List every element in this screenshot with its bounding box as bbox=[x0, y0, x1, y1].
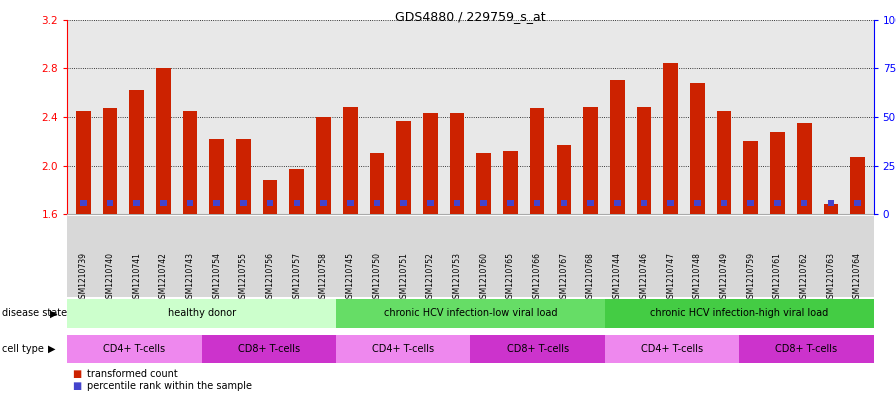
Text: CD4+ T-cells: CD4+ T-cells bbox=[641, 344, 703, 354]
Bar bbox=[605, 299, 874, 328]
Bar bbox=[610, 81, 625, 214]
Bar bbox=[129, 90, 144, 214]
Bar bbox=[797, 123, 812, 214]
Text: ▶: ▶ bbox=[48, 344, 56, 354]
Bar bbox=[67, 335, 202, 363]
Bar bbox=[156, 68, 170, 214]
Bar bbox=[134, 200, 140, 206]
Bar bbox=[747, 200, 754, 206]
Bar bbox=[67, 299, 336, 328]
Bar bbox=[183, 111, 197, 214]
Bar bbox=[263, 180, 278, 214]
Text: chronic HCV infection-low viral load: chronic HCV infection-low viral load bbox=[383, 309, 557, 318]
Bar bbox=[668, 200, 674, 206]
Bar bbox=[587, 200, 594, 206]
Bar bbox=[534, 200, 540, 206]
Bar bbox=[294, 200, 300, 206]
Bar bbox=[850, 157, 865, 214]
Bar bbox=[694, 200, 701, 206]
Bar bbox=[347, 200, 354, 206]
Text: CD4+ T-cells: CD4+ T-cells bbox=[372, 344, 435, 354]
Bar bbox=[663, 63, 678, 214]
Text: GDS4880 / 229759_s_at: GDS4880 / 229759_s_at bbox=[395, 10, 546, 23]
Bar bbox=[690, 83, 705, 214]
Bar bbox=[480, 200, 487, 206]
Text: ■: ■ bbox=[72, 369, 81, 379]
Bar bbox=[556, 145, 572, 214]
Bar bbox=[641, 200, 647, 206]
Text: chronic HCV infection-high viral load: chronic HCV infection-high viral load bbox=[650, 309, 828, 318]
Bar bbox=[739, 335, 874, 363]
Bar bbox=[316, 117, 331, 214]
Bar bbox=[320, 200, 327, 206]
Bar bbox=[102, 108, 117, 214]
Bar bbox=[507, 200, 513, 206]
Bar bbox=[186, 200, 194, 206]
Text: transformed count: transformed count bbox=[87, 369, 177, 379]
Bar bbox=[401, 200, 407, 206]
Text: CD4+ T-cells: CD4+ T-cells bbox=[103, 344, 166, 354]
Bar bbox=[236, 139, 251, 214]
Bar bbox=[605, 335, 739, 363]
Bar bbox=[453, 200, 461, 206]
Bar bbox=[828, 200, 834, 206]
Bar bbox=[720, 200, 728, 206]
Bar bbox=[202, 335, 336, 363]
Bar bbox=[336, 299, 605, 328]
Bar bbox=[80, 200, 87, 206]
Bar bbox=[561, 200, 567, 206]
Text: CD8+ T-cells: CD8+ T-cells bbox=[506, 344, 569, 354]
Bar bbox=[470, 335, 605, 363]
Bar bbox=[801, 200, 807, 206]
Bar bbox=[210, 139, 224, 214]
Bar bbox=[240, 200, 246, 206]
Bar bbox=[160, 200, 167, 206]
Text: disease state: disease state bbox=[2, 309, 67, 318]
Bar bbox=[423, 113, 437, 214]
Bar bbox=[76, 111, 90, 214]
Text: CD8+ T-cells: CD8+ T-cells bbox=[237, 344, 300, 354]
Text: percentile rank within the sample: percentile rank within the sample bbox=[87, 381, 252, 391]
Bar bbox=[774, 200, 780, 206]
Bar bbox=[477, 153, 491, 214]
Bar bbox=[107, 200, 113, 206]
Bar bbox=[289, 169, 304, 214]
Bar bbox=[744, 141, 758, 214]
Bar bbox=[771, 132, 785, 214]
Text: ■: ■ bbox=[72, 381, 81, 391]
Text: healthy donor: healthy donor bbox=[168, 309, 236, 318]
Bar bbox=[854, 200, 861, 206]
Bar bbox=[427, 200, 434, 206]
Bar bbox=[504, 151, 518, 214]
Text: ▶: ▶ bbox=[50, 309, 57, 318]
Bar bbox=[717, 111, 731, 214]
Bar bbox=[374, 200, 380, 206]
Bar bbox=[213, 200, 220, 206]
Bar bbox=[369, 153, 384, 214]
Bar bbox=[530, 108, 545, 214]
Bar bbox=[823, 204, 839, 214]
Bar bbox=[343, 107, 358, 214]
Bar bbox=[396, 121, 411, 214]
Bar bbox=[583, 107, 598, 214]
Bar bbox=[450, 113, 464, 214]
Bar bbox=[267, 200, 273, 206]
Text: CD8+ T-cells: CD8+ T-cells bbox=[775, 344, 838, 354]
Text: cell type: cell type bbox=[2, 344, 44, 354]
Bar bbox=[336, 335, 470, 363]
Bar bbox=[637, 107, 651, 214]
Bar bbox=[614, 200, 621, 206]
